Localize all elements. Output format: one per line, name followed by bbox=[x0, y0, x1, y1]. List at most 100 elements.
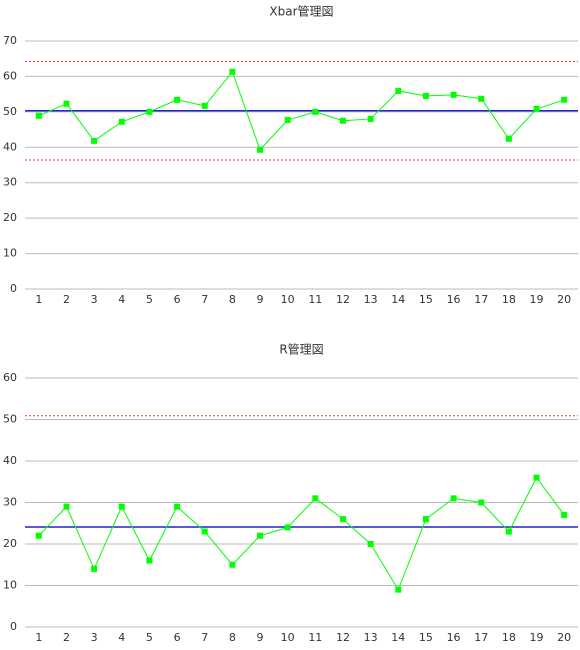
x-tick-label: 4 bbox=[118, 293, 125, 306]
data-point bbox=[339, 117, 346, 124]
x-tick-label: 6 bbox=[174, 293, 181, 306]
x-tick-label: 2 bbox=[63, 631, 70, 644]
x-tick-label: 18 bbox=[502, 631, 516, 644]
x-tick-label: 14 bbox=[391, 631, 405, 644]
x-tick-label: 8 bbox=[229, 631, 236, 644]
data-point bbox=[533, 106, 540, 113]
x-tick-label: 16 bbox=[447, 631, 461, 644]
data-point bbox=[229, 561, 236, 568]
data-point bbox=[118, 503, 125, 510]
data-point bbox=[146, 557, 153, 564]
y-tick-label: 50 bbox=[3, 413, 17, 426]
data-point bbox=[367, 115, 374, 122]
x-tick-label: 9 bbox=[257, 631, 264, 644]
x-tick-label: 18 bbox=[502, 293, 516, 306]
x-tick-label: 5 bbox=[146, 293, 153, 306]
x-tick-label: 3 bbox=[91, 293, 98, 306]
y-tick-label: 10 bbox=[3, 247, 17, 260]
data-point bbox=[63, 503, 70, 510]
series-line bbox=[38, 70, 565, 151]
data-point bbox=[395, 586, 402, 593]
data-point bbox=[561, 96, 568, 103]
y-tick-label: 30 bbox=[3, 176, 17, 189]
data-point bbox=[146, 108, 153, 115]
x-tick-label: 20 bbox=[557, 293, 571, 306]
data-point bbox=[505, 528, 512, 535]
data-point bbox=[257, 146, 264, 153]
data-point bbox=[367, 541, 374, 547]
data-point bbox=[229, 68, 236, 75]
x-tick-label: 1 bbox=[35, 631, 42, 644]
data-point bbox=[339, 516, 346, 523]
x-tick-label: 1 bbox=[35, 293, 42, 306]
data-point bbox=[450, 495, 457, 502]
x-tick-label: 10 bbox=[281, 631, 295, 644]
data-point bbox=[422, 516, 429, 523]
chart-title: Xbar管理図 bbox=[269, 4, 333, 19]
y-tick-label: 0 bbox=[10, 620, 17, 633]
y-tick-label: 40 bbox=[3, 454, 17, 467]
data-point bbox=[201, 102, 208, 109]
data-point bbox=[450, 91, 457, 98]
data-point bbox=[63, 100, 70, 107]
data-point bbox=[561, 511, 568, 518]
x-tick-label: 16 bbox=[447, 293, 461, 306]
x-tick-label: 17 bbox=[474, 293, 488, 306]
x-tick-label: 11 bbox=[308, 631, 322, 644]
y-tick-label: 50 bbox=[3, 105, 17, 118]
data-point bbox=[91, 565, 98, 572]
x-tick-label: 15 bbox=[419, 631, 433, 644]
y-tick-label: 0 bbox=[10, 282, 17, 295]
x-tick-label: 20 bbox=[557, 631, 571, 644]
y-tick-label: 40 bbox=[3, 140, 17, 153]
x-tick-label: 6 bbox=[174, 631, 181, 644]
x-tick-label: 8 bbox=[229, 293, 236, 306]
data-point bbox=[312, 495, 319, 502]
data-point bbox=[284, 117, 291, 124]
data-point bbox=[478, 95, 485, 102]
y-tick-label: 60 bbox=[3, 69, 17, 82]
x-tick-label: 2 bbox=[63, 293, 70, 306]
y-tick-label: 30 bbox=[3, 496, 17, 509]
y-tick-label: 20 bbox=[3, 211, 17, 224]
data-point bbox=[201, 528, 208, 535]
y-tick-label: 10 bbox=[3, 579, 17, 592]
x-tick-label: 19 bbox=[530, 293, 544, 306]
data-point bbox=[422, 92, 429, 99]
x-tick-label: 7 bbox=[201, 631, 208, 644]
x-tick-label: 4 bbox=[118, 631, 125, 644]
x-tick-label: 7 bbox=[201, 293, 208, 306]
x-tick-label: 5 bbox=[146, 631, 153, 644]
x-tick-label: 13 bbox=[364, 631, 378, 644]
x-tick-label: 17 bbox=[474, 631, 488, 644]
data-point bbox=[91, 137, 98, 144]
x-tick-label: 12 bbox=[336, 293, 350, 306]
x-tick-label: 11 bbox=[308, 293, 322, 306]
data-point bbox=[505, 135, 512, 142]
y-tick-label: 60 bbox=[3, 371, 17, 384]
data-point bbox=[174, 96, 181, 103]
x-tick-label: 15 bbox=[419, 293, 433, 306]
data-point bbox=[284, 524, 291, 531]
data-point bbox=[395, 87, 402, 94]
data-point bbox=[118, 118, 125, 125]
x-tick-label: 14 bbox=[391, 293, 405, 306]
data-point bbox=[533, 474, 540, 481]
data-point bbox=[174, 503, 181, 510]
data-point bbox=[35, 112, 42, 119]
x-tick-label: 13 bbox=[364, 293, 378, 306]
x-tick-label: 12 bbox=[336, 631, 350, 644]
x-tick-label: 19 bbox=[530, 631, 544, 644]
data-point bbox=[35, 532, 42, 539]
chart-title: R管理図 bbox=[279, 342, 323, 357]
data-point bbox=[312, 108, 319, 115]
data-point bbox=[478, 499, 485, 506]
x-tick-label: 10 bbox=[281, 293, 295, 306]
data-point bbox=[257, 532, 264, 539]
y-tick-label: 20 bbox=[3, 537, 17, 550]
x-tick-label: 9 bbox=[257, 293, 264, 306]
series-line bbox=[38, 476, 565, 591]
x-tick-label: 3 bbox=[91, 631, 98, 644]
y-tick-label: 70 bbox=[3, 34, 17, 47]
